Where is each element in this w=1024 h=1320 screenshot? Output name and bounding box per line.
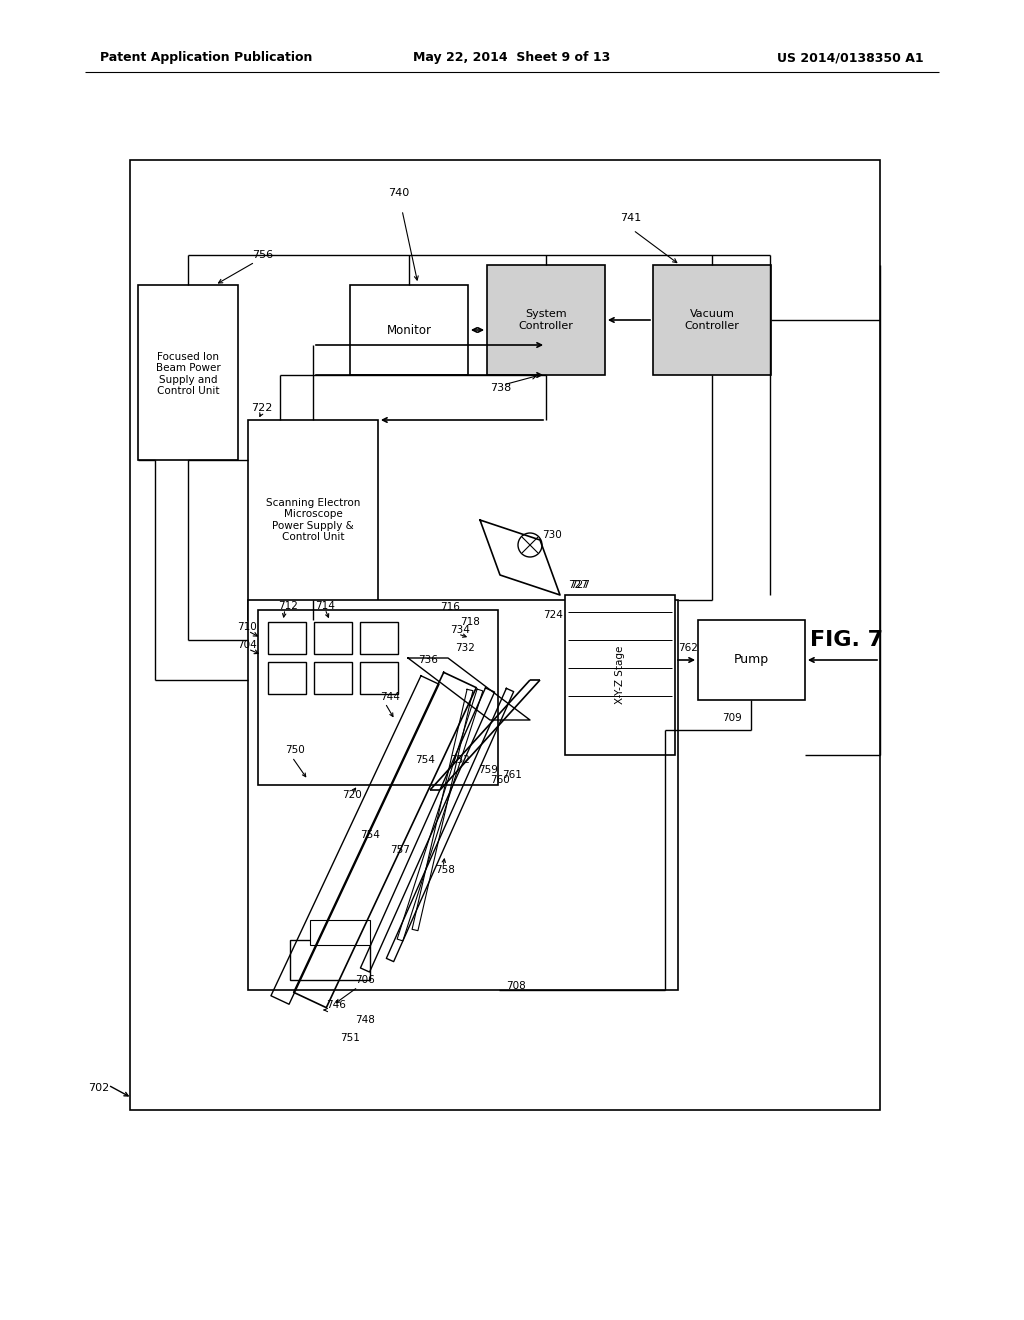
Text: Vacuum
Controller: Vacuum Controller xyxy=(685,309,739,331)
Text: 754: 754 xyxy=(415,755,435,766)
Bar xyxy=(314,622,352,653)
Text: 710: 710 xyxy=(237,622,257,632)
Text: 727: 727 xyxy=(568,579,588,590)
Bar xyxy=(314,663,352,694)
Bar xyxy=(248,601,678,990)
Text: 751: 751 xyxy=(340,1034,359,1043)
Text: 756: 756 xyxy=(252,249,273,260)
Bar xyxy=(565,595,675,755)
Text: X-Y-Z Stage: X-Y-Z Stage xyxy=(615,645,625,704)
Bar xyxy=(138,285,238,459)
Bar xyxy=(360,622,398,653)
Text: 709: 709 xyxy=(722,713,741,723)
Bar xyxy=(360,663,398,694)
Text: 759: 759 xyxy=(478,766,498,775)
Text: 758: 758 xyxy=(435,865,455,875)
Text: 702: 702 xyxy=(88,1082,110,1093)
Text: 732: 732 xyxy=(455,643,475,653)
Text: 741: 741 xyxy=(620,213,641,223)
Text: Focused Ion
Beam Power
Supply and
Control Unit: Focused Ion Beam Power Supply and Contro… xyxy=(156,351,220,396)
Text: 762: 762 xyxy=(678,643,698,653)
Bar xyxy=(487,265,605,375)
Bar xyxy=(258,610,498,785)
Bar xyxy=(653,265,771,375)
Text: System
Controller: System Controller xyxy=(518,309,573,331)
Text: Scanning Electron
Microscope
Power Supply &
Control Unit: Scanning Electron Microscope Power Suppl… xyxy=(266,498,360,543)
Text: 754: 754 xyxy=(360,830,380,840)
Text: FIG. 7: FIG. 7 xyxy=(810,630,883,649)
Text: 760: 760 xyxy=(490,775,510,785)
Text: 718: 718 xyxy=(460,616,480,627)
Bar xyxy=(310,920,370,945)
Bar xyxy=(698,620,805,700)
Text: May 22, 2014  Sheet 9 of 13: May 22, 2014 Sheet 9 of 13 xyxy=(414,51,610,65)
Text: 736: 736 xyxy=(418,655,438,665)
Bar xyxy=(350,285,468,375)
Text: 730: 730 xyxy=(542,531,562,540)
Text: 744: 744 xyxy=(380,692,400,702)
Text: Patent Application Publication: Patent Application Publication xyxy=(100,51,312,65)
Text: 708: 708 xyxy=(506,981,525,991)
Text: 714: 714 xyxy=(315,601,335,611)
Text: 734: 734 xyxy=(450,624,470,635)
Text: 724: 724 xyxy=(543,610,563,620)
Text: 720: 720 xyxy=(342,789,361,800)
Text: US 2014/0138350 A1: US 2014/0138350 A1 xyxy=(777,51,924,65)
Text: 740: 740 xyxy=(388,187,410,198)
Text: 757: 757 xyxy=(390,845,410,855)
Text: 716: 716 xyxy=(440,602,460,612)
Bar xyxy=(248,420,378,620)
Text: 722: 722 xyxy=(251,403,272,413)
Text: 746: 746 xyxy=(326,1001,346,1010)
Text: 706: 706 xyxy=(355,975,375,985)
Text: 761: 761 xyxy=(502,770,522,780)
Bar xyxy=(268,663,306,694)
Text: Pump: Pump xyxy=(733,653,769,667)
Text: 738: 738 xyxy=(490,383,511,393)
Text: 750: 750 xyxy=(285,744,305,755)
Bar xyxy=(268,622,306,653)
Text: 727: 727 xyxy=(570,579,590,590)
Bar xyxy=(130,160,880,1110)
Text: 712: 712 xyxy=(278,601,298,611)
Text: 748: 748 xyxy=(355,1015,375,1026)
Bar xyxy=(290,940,370,979)
Text: 704: 704 xyxy=(237,640,257,649)
Text: 752: 752 xyxy=(450,755,470,766)
Text: Monitor: Monitor xyxy=(386,323,431,337)
